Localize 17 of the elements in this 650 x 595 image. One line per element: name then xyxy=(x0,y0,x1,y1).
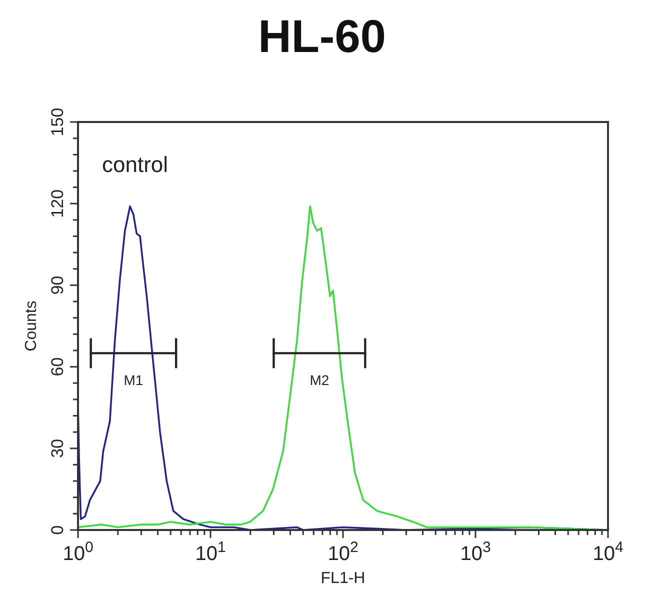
series-label: M2 xyxy=(310,372,330,388)
annotation: control xyxy=(102,152,168,177)
y-tick-label: 120 xyxy=(48,189,67,218)
x-tick-label: 10$^{3}$ xyxy=(460,538,491,565)
x-tick-label: 10$^{0}$ xyxy=(62,538,94,565)
y-tick-label: 60 xyxy=(48,357,67,376)
y-tick-label: 30 xyxy=(48,438,67,458)
x-tick-label: 10$^{2}$ xyxy=(328,538,358,565)
y-tick-label: 0 xyxy=(48,525,67,535)
series-label: M1 xyxy=(124,372,144,388)
x-tick-label: 10$^{1}$ xyxy=(195,538,226,565)
y-tick-label: 150 xyxy=(48,108,67,136)
chart-title: HL-60 xyxy=(258,10,386,62)
y-axis-title: Counts xyxy=(23,300,40,352)
x-axis-title: FL1-H xyxy=(320,570,366,587)
x-tick-label: 10$^{4}$ xyxy=(592,538,624,565)
y-tick-label: 90 xyxy=(48,276,67,295)
